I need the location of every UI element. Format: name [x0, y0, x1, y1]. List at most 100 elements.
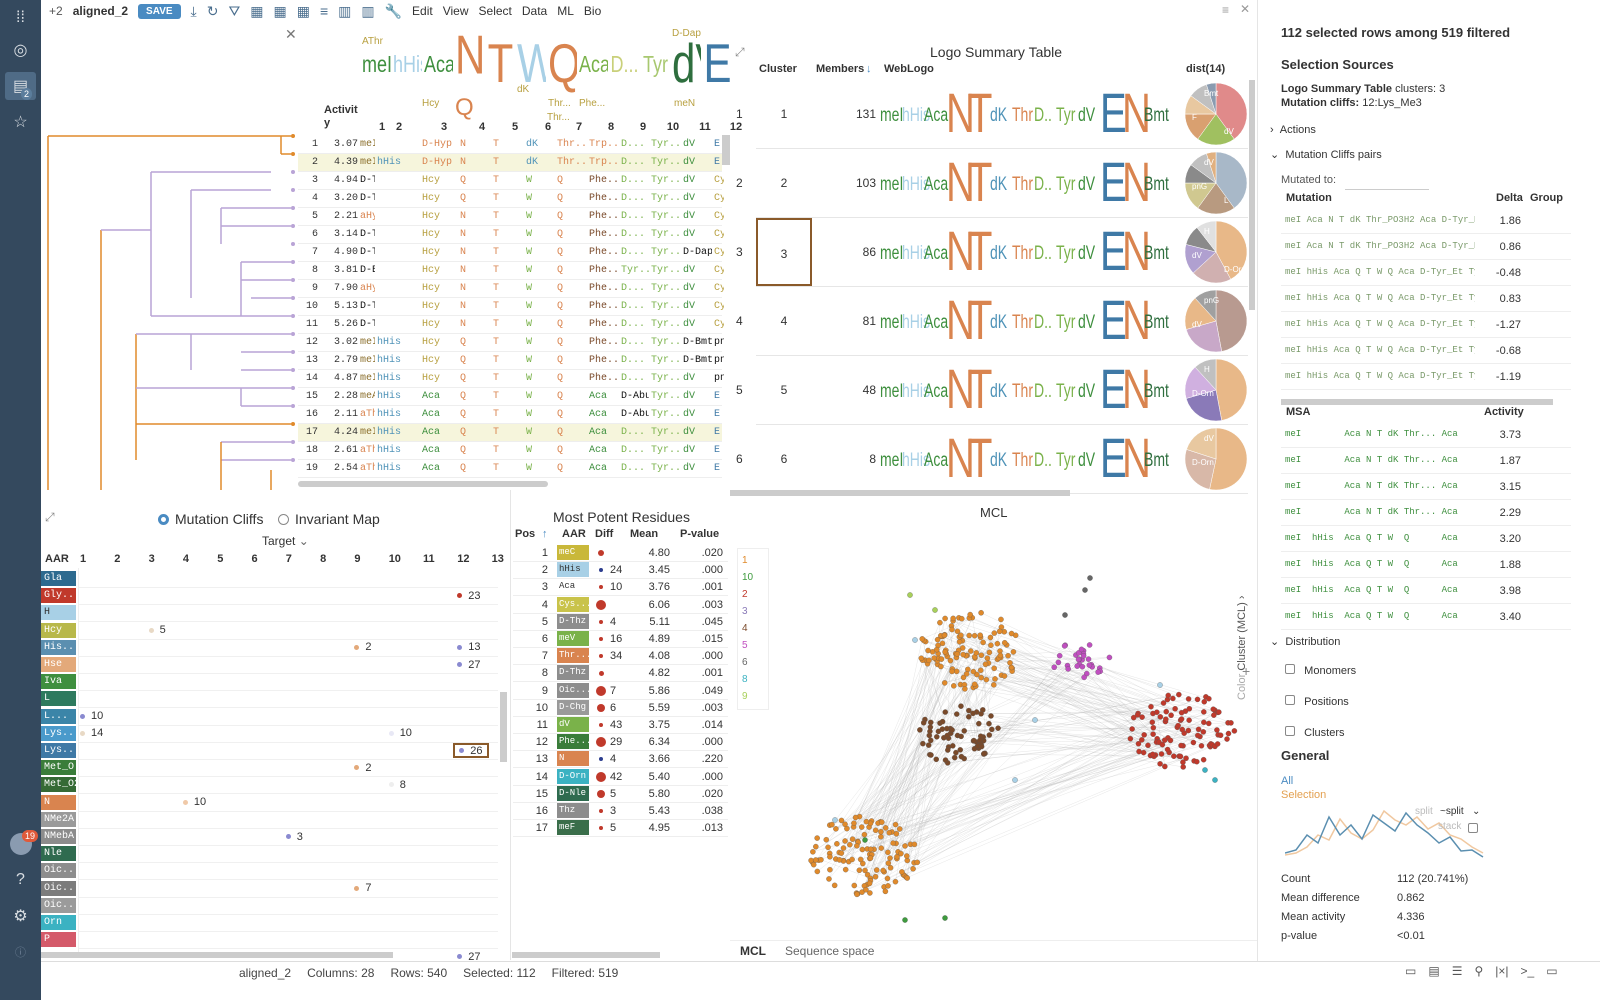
residue-cell[interactable]: Tyr...: [651, 301, 681, 312]
residue-cell[interactable]: aHyp: [360, 211, 375, 222]
table-row[interactable]: 3 4.94D-Tic Hcy Q T W Q Phe...D... Tyr...dV Cys..…: [298, 172, 724, 190]
residue-cell[interactable]: D-Tic: [360, 193, 375, 204]
residue-cell[interactable]: aThr: [360, 445, 375, 456]
info-icon[interactable]: ⓘ: [15, 947, 26, 959]
residue-cell[interactable]: W: [526, 337, 533, 348]
status-rows[interactable]: Rows: 540: [390, 965, 448, 980]
activity-cell[interactable]: 4.94: [333, 175, 358, 186]
menu-edit[interactable]: Edit: [412, 4, 433, 18]
residue-cell[interactable]: [375, 298, 420, 316]
stack-checkbox[interactable]: [1468, 822, 1478, 836]
positions-checkbox[interactable]: Positions: [1285, 695, 1349, 708]
mpr-row[interactable]: 2 hHis 24 3.45 .000: [513, 562, 728, 580]
residue-cell[interactable]: Phe...: [589, 355, 619, 366]
aar-label[interactable]: Nle: [41, 846, 76, 862]
residue-cell[interactable]: Tyr...: [651, 229, 681, 240]
residue-cell[interactable]: D-Tic: [360, 229, 375, 240]
residue-cell[interactable]: D...: [621, 319, 646, 330]
mpr-row[interactable]: 8 D-Thz 4.82 .001: [513, 665, 728, 683]
lst-cluster-cell[interactable]: 5: [780, 383, 788, 397]
residue-cell[interactable]: Hcy: [422, 175, 441, 186]
residue-cell[interactable]: D...: [621, 427, 646, 438]
residue-cell[interactable]: Tyr...: [651, 283, 681, 294]
position-header[interactable]: 9: [639, 121, 647, 133]
table-row[interactable]: 14 4.87meIhHis Hcy Q T W Q Phe...D... Tyr...dV pn…: [298, 370, 724, 388]
residue-cell[interactable]: Q: [460, 337, 467, 348]
residue-cell[interactable]: Phe...: [589, 319, 619, 330]
residue-cell[interactable]: [375, 262, 420, 280]
table-row[interactable]: 2 4.39meIhHis D-Hyp N TdK Thr...Trp...D... Tyr…: [298, 154, 722, 172]
mpr-row[interactable]: 10 D-Chg 6 5.59 .003: [513, 699, 728, 717]
aar-label[interactable]: Met_O2: [41, 777, 76, 793]
properties-icon[interactable]: ▤: [1428, 964, 1440, 978]
residue-cell[interactable]: D-Dap: [683, 247, 712, 258]
residue-cell[interactable]: Q: [557, 319, 564, 330]
gear-icon[interactable]: ⚙: [13, 908, 28, 925]
lst-cluster-cell[interactable]: 3: [756, 218, 812, 286]
pairs-h-scrollbar[interactable]: [1281, 399, 1553, 405]
residue-cell[interactable]: D-Tic: [360, 319, 375, 330]
residue-cell[interactable]: D-Bmt: [360, 265, 375, 276]
residue-cell[interactable]: D...: [621, 193, 646, 204]
residue-cell[interactable]: Q: [460, 391, 467, 402]
residue-cell[interactable]: Tyr...: [651, 391, 681, 402]
menu-data[interactable]: Data: [521, 4, 548, 18]
residue-cell[interactable]: W: [526, 247, 533, 258]
residue-cell[interactable]: T: [493, 319, 500, 330]
lst-members-cell[interactable]: 86: [862, 245, 876, 259]
activity-cell[interactable]: 4.39: [333, 157, 358, 168]
table-row[interactable]: 9 7.90aHyp Hcy N T W Q Phe...D... Tyr...dV Cys...: [298, 280, 724, 298]
residue-cell[interactable]: meI: [360, 373, 375, 384]
position-header[interactable]: 7: [575, 121, 583, 133]
activity-cell[interactable]: 5.13: [333, 301, 358, 312]
residue-cell[interactable]: E: [714, 409, 721, 420]
mutated-to-input[interactable]: [1345, 189, 1429, 190]
lst-pie-chart[interactable]: dV D-Orn: [1184, 427, 1248, 491]
residue-cell[interactable]: Q: [557, 427, 564, 438]
msa-row[interactable]: meI Aca N T dK Thr... Aca 2.29: [1281, 500, 1571, 526]
residue-cell[interactable]: Aca: [589, 409, 608, 420]
position-header[interactable]: 6: [544, 121, 552, 133]
aar-header[interactable]: AAR: [45, 553, 69, 565]
residue-cell[interactable]: D-Hyp: [422, 139, 453, 150]
residue-cell[interactable]: dV: [683, 445, 696, 456]
residue-cell[interactable]: D...: [621, 157, 646, 168]
residue-cell[interactable]: Tyr...: [651, 427, 681, 438]
mc-position-header[interactable]: 1: [80, 553, 87, 565]
residue-cell[interactable]: W: [526, 211, 533, 222]
position-header[interactable]: 4: [478, 121, 486, 133]
mpr-row[interactable]: 3 Aca 10 3.76 .001: [513, 579, 728, 597]
mc-position-header[interactable]: 4: [182, 553, 190, 565]
residue-cell[interactable]: D-Abu: [621, 391, 649, 402]
residue-cell[interactable]: W: [526, 319, 533, 330]
download-icon[interactable]: ⤓: [190, 2, 197, 19]
residue-cell[interactable]: E: [714, 139, 721, 150]
residue-cell[interactable]: Aca: [422, 445, 441, 456]
mc-cell[interactable]: 27: [457, 657, 481, 672]
mc-cell[interactable]: 26: [453, 743, 489, 758]
residue-cell[interactable]: hHis: [377, 355, 402, 366]
mc-position-header[interactable]: 13: [491, 553, 504, 565]
residue-cell[interactable]: D...: [621, 355, 646, 366]
residue-cell[interactable]: Hcy: [422, 337, 441, 348]
residue-cell[interactable]: Hcy: [422, 193, 441, 204]
residue-cell[interactable]: D-Abu: [621, 409, 649, 420]
residue-cell[interactable]: hHis: [377, 463, 402, 474]
residue-cell[interactable]: dV: [683, 391, 696, 402]
mpr-h-scrollbar[interactable]: [512, 952, 660, 958]
activity-cell[interactable]: 2.61: [333, 445, 358, 456]
residue-cell[interactable]: [375, 172, 420, 190]
pairs-section[interactable]: ⌄ Mutation Cliffs pairs: [1270, 148, 1382, 161]
activity-cell[interactable]: 2.11: [333, 409, 358, 420]
residue-cell[interactable]: Aca: [589, 427, 608, 438]
mc-cell[interactable]: 2: [354, 640, 372, 655]
table-row[interactable]: 12 3.02meIhHis Hcy Q T W Q Phe...D... Tyr...D-Bm…: [298, 334, 724, 352]
residue-cell[interactable]: Phe...: [589, 211, 619, 222]
residue-cell[interactable]: D...: [621, 229, 646, 240]
aar-label[interactable]: P: [41, 932, 76, 948]
residue-cell[interactable]: Aca: [589, 391, 608, 402]
residue-cell[interactable]: T: [493, 157, 500, 168]
aar-label[interactable]: H: [41, 605, 76, 621]
